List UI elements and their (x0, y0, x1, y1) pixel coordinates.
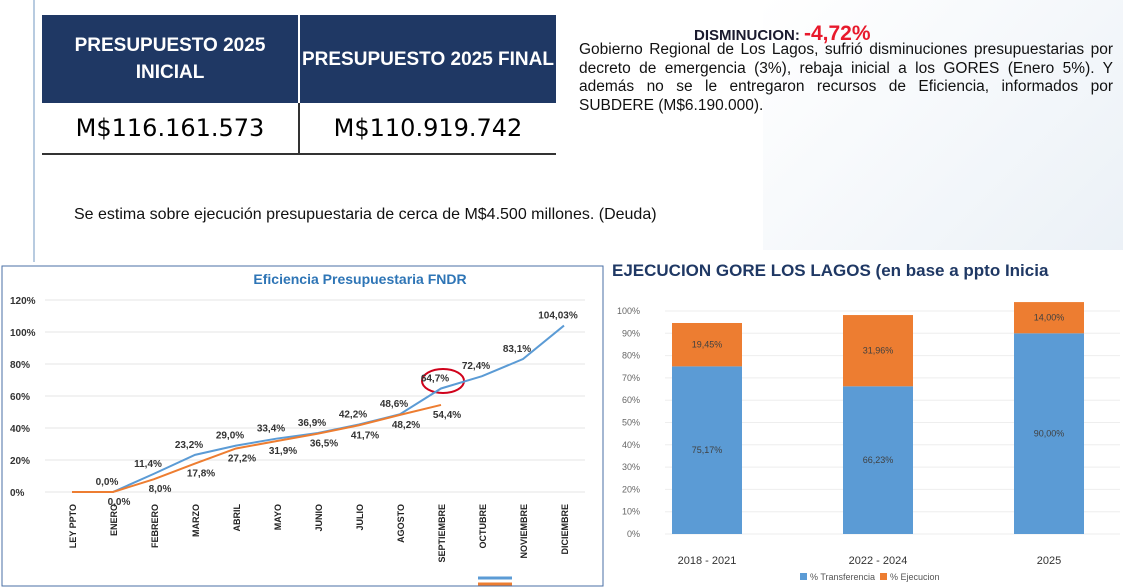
background-decoration (763, 0, 1123, 250)
x-tick-label: ABRIL (232, 504, 242, 532)
data-label: 31,96% (863, 346, 894, 356)
data-label: 90,00% (1034, 429, 1065, 439)
y-tick-label: 60% (622, 395, 640, 405)
y-tick-label: 100% (617, 306, 640, 316)
y-tick-label: 100% (10, 328, 36, 339)
data-label: 64,7% (421, 373, 449, 384)
y-tick-label: 10% (622, 507, 640, 517)
decrease-heading: DISMINUCION: -4,72% (694, 22, 871, 46)
x-tick-label: MAYO (273, 504, 283, 530)
bar-segment (843, 315, 913, 387)
data-label: 27,2% (228, 453, 256, 464)
x-tick-label: LEY PPTO (68, 504, 78, 548)
y-tick-label: 80% (10, 360, 30, 371)
data-label: 48,6% (380, 399, 408, 410)
x-tick-label: OCTUBRE (478, 504, 488, 549)
x-tick-label: SEPTIEMBRE (437, 504, 447, 563)
y-tick-label: 90% (622, 328, 640, 338)
y-tick-label: 120% (10, 296, 36, 307)
data-label: 0,0% (96, 477, 119, 488)
legend-label: % Transferencia (810, 572, 875, 582)
note-text: Se estima sobre ejecución presupuestaria… (74, 206, 657, 223)
x-tick-label: 2025 (1037, 555, 1061, 567)
decrease-label: DISMINUCION: (694, 27, 800, 44)
data-label: 41,7% (351, 430, 379, 441)
left-rule (33, 0, 35, 262)
y-tick-label: 60% (10, 392, 30, 403)
data-label: 31,9% (269, 446, 297, 457)
data-label: 36,5% (310, 439, 338, 450)
x-tick-label: AGOSTO (396, 504, 406, 543)
x-tick-label: DICIEMBRE (560, 504, 570, 555)
x-tick-label: JUNIO (314, 504, 324, 532)
data-label: 0,0% (108, 497, 131, 508)
value-cell: M$110.919.742 (299, 103, 556, 155)
line-chart-frame (1, 265, 604, 587)
data-label: 29,0% (216, 431, 244, 442)
bar-segment (843, 386, 913, 534)
value-cell: M$116.161.573 (42, 103, 300, 155)
y-tick-label: 20% (10, 456, 30, 467)
x-tick-label: JULIO (355, 504, 365, 531)
legend-swatch (800, 573, 807, 580)
data-label: 14,00% (1034, 313, 1065, 323)
y-tick-label: 40% (622, 440, 640, 450)
chart-title: EJECUCION GORE LOS LAGOS (en base a ppto… (612, 261, 1049, 280)
data-label: 75,17% (692, 445, 723, 455)
bar-segment (1014, 302, 1084, 334)
bar-segment (1014, 333, 1084, 534)
data-label: 48,2% (392, 420, 420, 431)
y-tick-label: 0% (627, 529, 640, 539)
summary-text: Gobierno Regional de Los Lagos, sufrió d… (579, 41, 1113, 114)
y-tick-label: 80% (622, 351, 640, 361)
data-label: 42,2% (339, 409, 367, 420)
y-tick-label: 20% (622, 484, 640, 494)
x-tick-label: 2022 - 2024 (849, 555, 908, 567)
x-tick-label: NOVIEMBRE (519, 504, 529, 559)
x-tick-label: 2018 - 2021 (678, 555, 737, 567)
data-label: 33,4% (257, 424, 285, 435)
data-label: 36,9% (298, 418, 326, 429)
data-label: 83,1% (503, 344, 531, 355)
data-label: 8,0% (149, 484, 172, 495)
data-label: 104,03% (538, 311, 578, 322)
header-cell: PRESUPUESTO 2025 FINAL (299, 15, 556, 103)
y-tick-label: 0% (10, 488, 25, 499)
bar-segment (672, 322, 742, 367)
data-label: 17,8% (187, 469, 215, 480)
data-label: 11,4% (134, 459, 162, 470)
y-tick-label: 30% (622, 462, 640, 472)
legend-label: % Ejecucion (890, 572, 940, 582)
y-tick-label: 40% (10, 424, 30, 435)
chart-title: Eficiencia Presupuestaria FNDR (253, 271, 466, 287)
budget-table: PRESUPUESTO 2025 INICIAL PRESUPUESTO 2025… (42, 15, 556, 155)
y-tick-label: 70% (622, 373, 640, 383)
header-cell: PRESUPUESTO 2025 INICIAL (42, 15, 300, 103)
data-label: 19,45% (692, 340, 723, 350)
x-tick-label: FEBRERO (150, 504, 160, 548)
data-label: 72,4% (462, 361, 490, 372)
x-tick-label: ENERO (109, 504, 119, 536)
data-label: 66,23% (863, 455, 894, 465)
y-tick-label: 50% (622, 418, 640, 428)
data-label: 54,4% (433, 410, 461, 421)
x-tick-label: MARZO (191, 504, 201, 537)
legend-swatch (880, 573, 887, 580)
data-label: 23,2% (175, 440, 203, 451)
decrease-value: -4,72% (804, 22, 871, 45)
series-line (72, 403, 442, 493)
bar-segment (672, 366, 742, 534)
